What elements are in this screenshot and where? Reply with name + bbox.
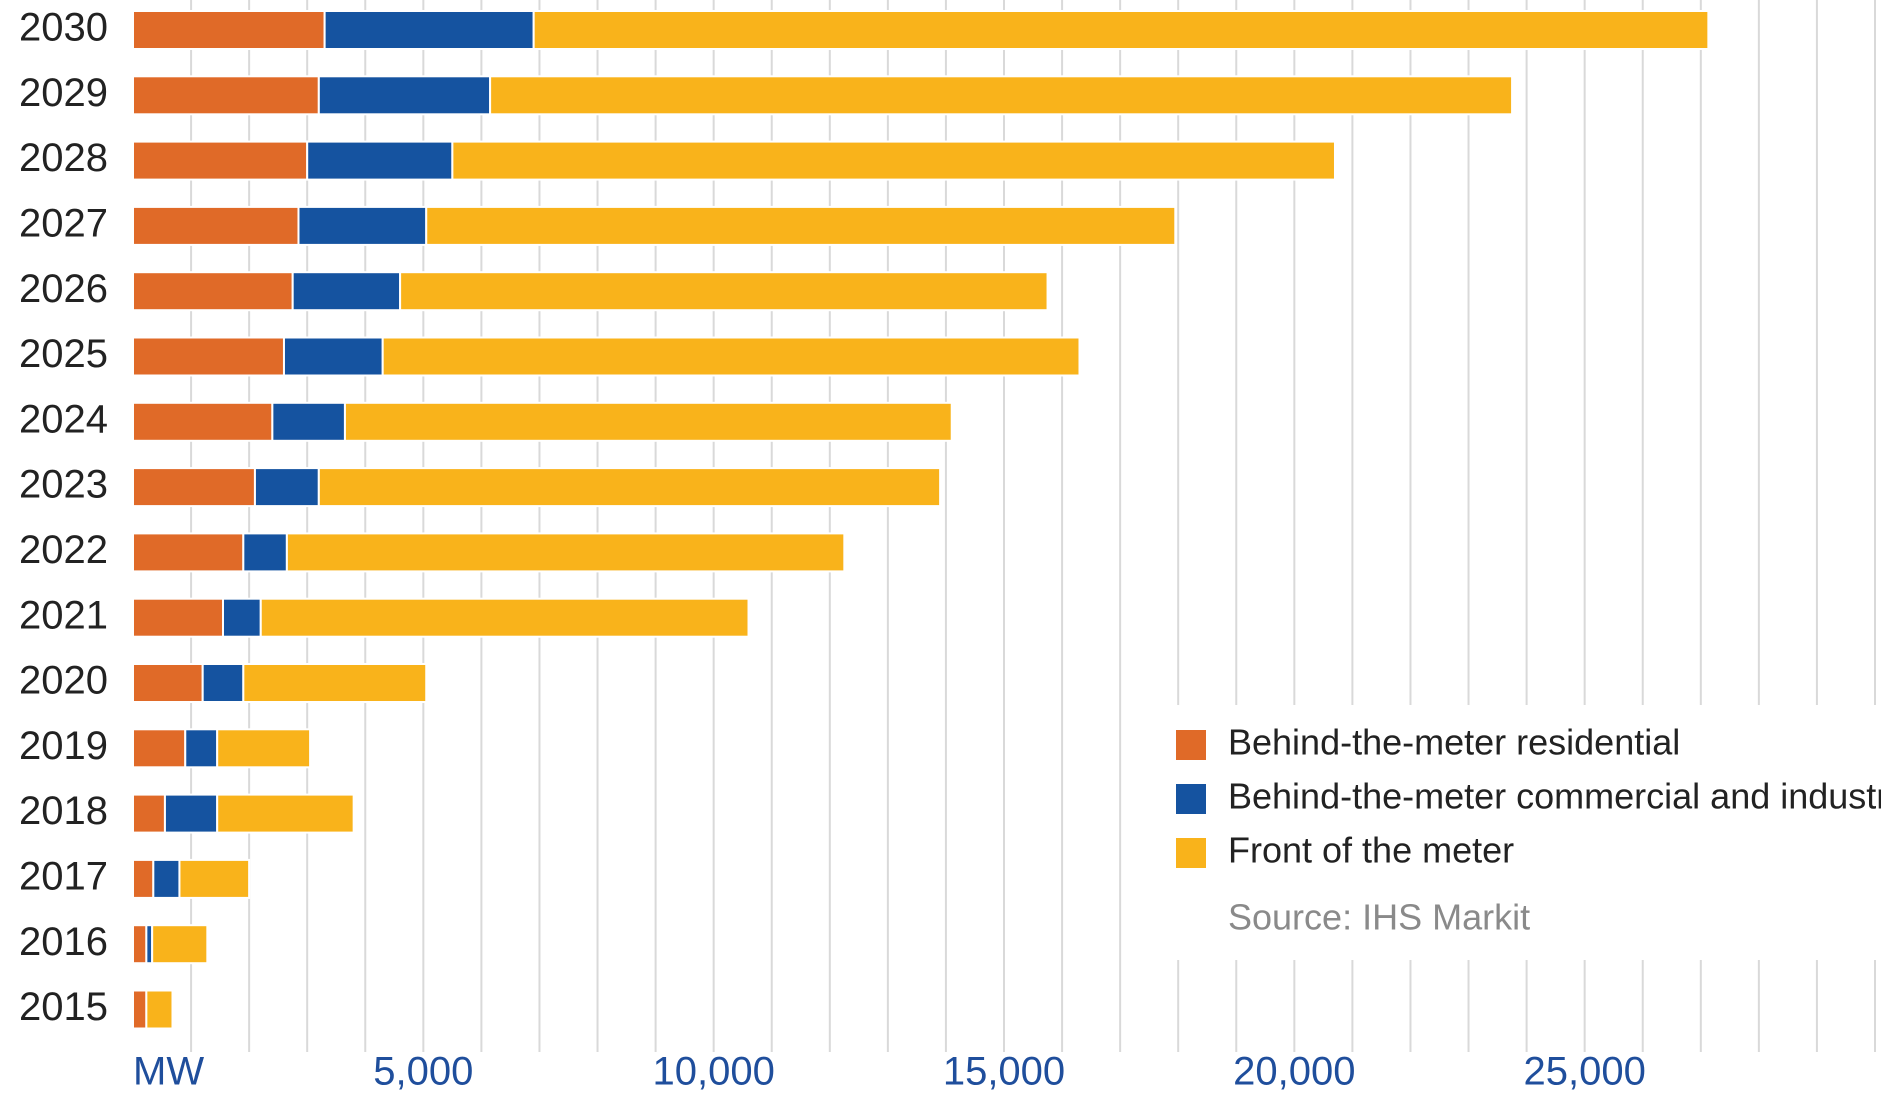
bar-segment — [489, 75, 1514, 116]
bar-segment — [132, 336, 285, 377]
bar-segment — [132, 663, 204, 703]
legend-label: Behind-the-meter commercial and industri… — [1228, 776, 1881, 817]
y-tick-label: 2029 — [19, 71, 108, 115]
bar-segment — [259, 597, 750, 638]
bar-segment — [222, 597, 262, 638]
bar-segment — [285, 532, 846, 573]
x-tick-label: 5,000 — [373, 1050, 473, 1094]
bar-segment — [216, 793, 355, 834]
bar-segment — [178, 858, 251, 899]
bar-segment — [297, 205, 428, 246]
bars: 2030 2029 2028 2027 2026 2025 2024 2023 2022 2021… — [19, 6, 1710, 1030]
bar-segment — [323, 10, 535, 50]
bar-segment — [132, 989, 148, 1030]
bar-segment — [163, 793, 219, 834]
x-tick-label: 25,000 — [1523, 1050, 1645, 1094]
bar-segment — [306, 140, 454, 181]
bar-segment — [271, 401, 346, 442]
bar-segment — [242, 663, 428, 703]
y-tick-label: 2023 — [19, 463, 108, 507]
legend-swatch — [1176, 784, 1206, 814]
y-tick-label: 2020 — [19, 659, 108, 703]
bar-segment — [132, 401, 274, 442]
legend-swatch — [1176, 838, 1206, 868]
y-tick-label: 2027 — [19, 201, 108, 245]
y-tick-label: 2026 — [19, 267, 108, 311]
x-tick-label: 20,000 — [1233, 1050, 1355, 1094]
x-tick-label: 15,000 — [943, 1050, 1065, 1094]
bar-segment — [184, 728, 219, 769]
bar-segment — [381, 336, 1081, 377]
y-tick-label: 2017 — [19, 854, 108, 898]
bar-segment — [216, 728, 312, 769]
bar-segment — [145, 989, 174, 1030]
bar-segment — [132, 205, 300, 246]
bar-segment — [532, 10, 1710, 50]
y-tick-label: 2024 — [19, 397, 108, 441]
x-tick-label: MW — [133, 1050, 204, 1094]
source: Source: IHS Markit — [1228, 897, 1530, 938]
bar-segment — [132, 858, 155, 899]
bar-segment — [132, 10, 326, 50]
y-tick-label: 2018 — [19, 789, 108, 833]
bar-segment — [132, 532, 245, 573]
bar-segment — [132, 75, 320, 116]
y-tick-label: 2021 — [19, 593, 108, 637]
y-tick-label: 2028 — [19, 136, 108, 180]
y-tick-label: 2015 — [19, 985, 108, 1029]
legend-background — [1150, 705, 1881, 960]
bar-segment — [132, 271, 294, 312]
y-tick-label: 2019 — [19, 724, 108, 768]
bar-segment — [399, 271, 1049, 312]
bar-segment — [132, 924, 148, 965]
x-tick-label: 10,000 — [652, 1050, 774, 1094]
bar-segment — [291, 271, 402, 312]
bar-segment — [317, 467, 942, 508]
bar-segment — [152, 858, 181, 899]
y-tick-label: 2022 — [19, 528, 108, 572]
bar-segment — [132, 140, 309, 181]
bar-segment — [132, 728, 187, 769]
bar-segment — [282, 336, 384, 377]
bar-segment — [132, 793, 166, 834]
bar-segment — [132, 467, 256, 508]
legend: Behind-the-meter residential Behind-the-m… — [1176, 722, 1881, 871]
bar-segment — [317, 75, 492, 116]
bar-segment — [425, 205, 1177, 246]
bar-segment — [242, 532, 288, 573]
legend-label: Behind-the-meter residential — [1228, 722, 1680, 763]
legend-swatch — [1176, 730, 1206, 760]
bar-segment — [201, 663, 245, 703]
y-tick-label: 2025 — [19, 332, 108, 376]
bar-segment — [253, 467, 320, 508]
y-tick-label: 2030 — [19, 6, 108, 50]
bar-segment — [132, 597, 225, 638]
y-tick-label: 2016 — [19, 920, 108, 964]
bar-segment — [151, 924, 209, 965]
legend-label: Front of the meter — [1228, 830, 1514, 871]
bar-segment — [451, 140, 1336, 181]
bar-segment — [343, 401, 953, 442]
